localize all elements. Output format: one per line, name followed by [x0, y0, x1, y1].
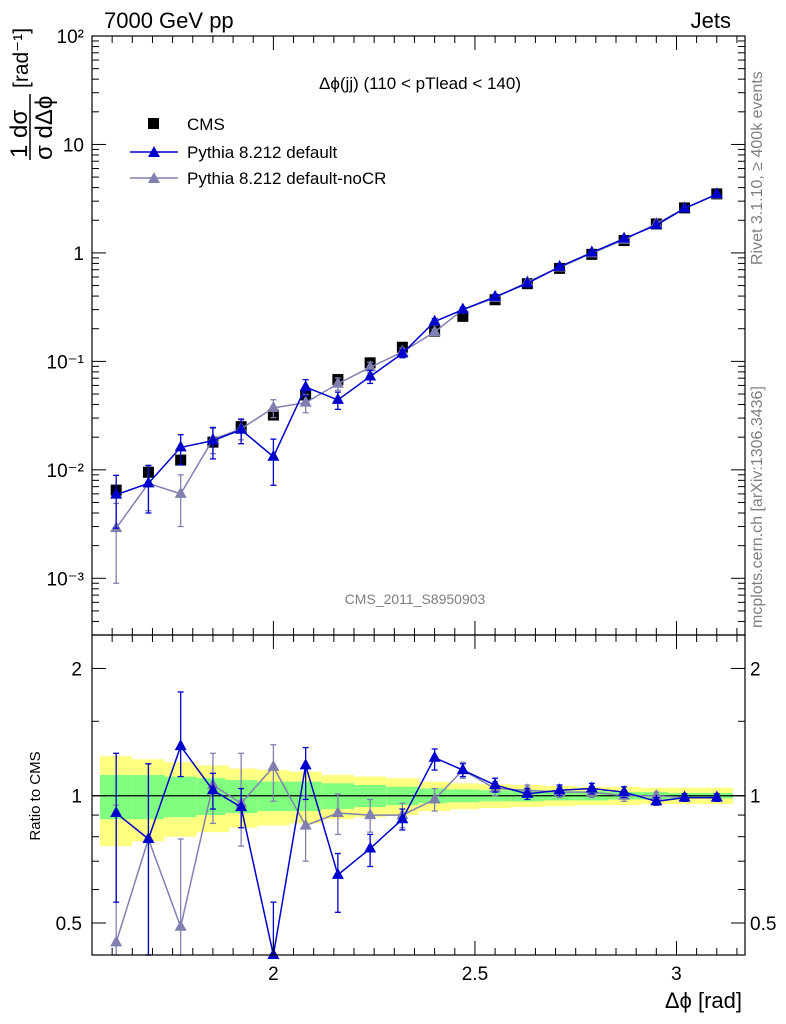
- ratio-ylabel: Ratio to CMS: [27, 751, 44, 840]
- default-line: [115, 193, 718, 496]
- cms-point: [457, 310, 469, 322]
- ratio-default-point: [618, 785, 631, 797]
- legend-label-cms: CMS: [187, 115, 225, 134]
- xlabel: Δϕ [rad]: [665, 988, 742, 1013]
- nocr-point: [428, 325, 441, 337]
- default-point: [489, 289, 502, 301]
- main-ylabel: 1 dσ σ dΔϕ [rad⁻¹]: [6, 28, 58, 160]
- xtick-label: 3: [671, 964, 682, 985]
- default-point: [553, 259, 566, 271]
- ratio-default-point: [331, 867, 344, 879]
- default-point: [618, 231, 631, 243]
- axes: 10⁻³ 10⁻² 10⁻¹ 1 10 10² 0.5 0.5 1 1 2 2 2 2.5 3: [47, 27, 777, 985]
- header-right: Jets: [691, 8, 731, 33]
- nocr-point: [364, 360, 377, 372]
- legend-marker-default: [148, 146, 160, 157]
- ylabel-fraction-den: σ dΔϕ: [31, 96, 58, 160]
- ratio-ytick-label: 2: [71, 659, 82, 680]
- ratio-default-point: [364, 841, 377, 853]
- ratio-default-point: [521, 786, 534, 798]
- default-point: [174, 440, 187, 452]
- ytick-label: 1: [73, 244, 84, 265]
- default-point: [428, 314, 441, 326]
- ytick-label: 10⁻²: [47, 461, 85, 482]
- ratio-default-point: [110, 806, 123, 818]
- ratio-nocr-point: [299, 818, 312, 830]
- default-point: [521, 276, 534, 288]
- ratio-ytick-label: 0.5: [56, 914, 82, 935]
- nocr-point: [267, 400, 280, 412]
- ratio-default-point: [235, 800, 248, 812]
- legend-label-default: Pythia 8.212 default: [187, 143, 338, 162]
- default-point: [396, 346, 409, 358]
- ratio-default-point: [710, 790, 723, 802]
- default-point: [710, 187, 723, 199]
- ratio-default-point: [206, 783, 219, 795]
- default-point: [650, 218, 663, 230]
- ytick-label: 10: [63, 135, 84, 156]
- default-point: [331, 392, 344, 404]
- ratio-default-point: [428, 750, 441, 762]
- watermark: CMS_2011_S8950903: [345, 591, 486, 607]
- ratio-default-point: [299, 758, 312, 770]
- ratio-default-point: [396, 812, 409, 824]
- ytick-label: 10⁻³: [47, 569, 85, 590]
- ratio-nocr-point: [428, 792, 441, 804]
- ratio-ytick-label-right: 0.5: [750, 914, 776, 935]
- ylabel-fraction-num: 1 dσ: [6, 110, 33, 158]
- rivet-label: Rivet 3.1.10, ≥ 400k events: [749, 71, 766, 265]
- ylabel-units: [rad⁻¹]: [10, 28, 33, 88]
- ratio-nocr-point: [331, 806, 344, 818]
- ratio-nocr-point: [110, 935, 123, 947]
- default-point: [267, 449, 280, 461]
- ratio-nocr-point: [364, 808, 377, 820]
- nocr-point: [174, 486, 187, 498]
- svg-text:1 dσ: 1 dσ: [6, 110, 33, 158]
- default-point: [585, 245, 598, 257]
- default-point: [299, 380, 312, 392]
- ratio-default-point: [142, 832, 155, 844]
- ratio-nocr-point: [267, 759, 280, 771]
- ytick-label: 10⁻¹: [47, 352, 85, 373]
- ytick-label: 10²: [57, 27, 84, 48]
- default-point: [110, 487, 123, 499]
- legend-marker-nocr: [148, 172, 160, 183]
- xtick-label: 2.5: [462, 964, 488, 985]
- ratio-default-point: [489, 778, 502, 790]
- nocr-point: [331, 376, 344, 388]
- main-plot: [110, 187, 723, 584]
- ratio-default-point: [585, 781, 598, 793]
- ratio-ytick-label: 1: [71, 787, 82, 808]
- nocr-point: [299, 395, 312, 407]
- ratio-ytick-label-right: 2: [750, 659, 761, 680]
- default-point: [678, 201, 691, 213]
- ratio-default-point: [650, 794, 663, 806]
- default-point: [235, 422, 248, 434]
- ratio-bands: [100, 756, 733, 847]
- ratio-default-point: [456, 763, 469, 775]
- ratio-nocr-point: [174, 919, 187, 931]
- legend-label-nocr: Pythia 8.212 default-noCR: [187, 169, 386, 188]
- legend-marker-cms: [148, 118, 159, 129]
- default-point: [364, 369, 377, 381]
- default-point: [142, 476, 155, 488]
- band-inner: [164, 776, 197, 818]
- mcplots-label: mcplots.cern.ch [arXiv:1306.3436]: [749, 386, 766, 628]
- main-title: Δϕ(jj) (110 < pTlead < 140): [319, 74, 521, 93]
- legend: CMS Pythia 8.212 default Pythia 8.212 de…: [130, 115, 386, 188]
- xtick-label: 2: [268, 964, 279, 985]
- header-left: 7000 GeV pp: [104, 8, 234, 33]
- ratio-ytick-label-right: 1: [750, 787, 761, 808]
- ratio-default-point: [174, 739, 187, 751]
- default-point: [456, 302, 469, 314]
- ratio-default-point: [553, 783, 566, 795]
- ratio-frame: [91, 634, 746, 956]
- default-point: [206, 433, 219, 445]
- ratio-default-point: [678, 790, 691, 802]
